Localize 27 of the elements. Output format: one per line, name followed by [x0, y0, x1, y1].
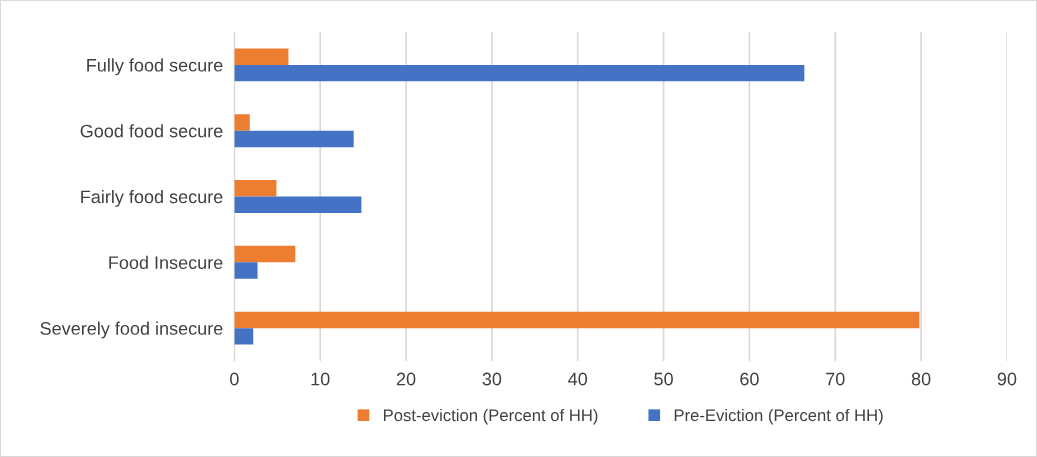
legend-label: Post-eviction (Percent of HH)	[383, 408, 598, 425]
x-tick-label: 20	[396, 372, 416, 386]
x-tick-label: 40	[568, 372, 588, 386]
x-tick-label: 50	[654, 372, 673, 386]
x-tick-label: 0	[230, 372, 239, 386]
x-tick-label: 10	[311, 372, 330, 386]
bar	[234, 130, 354, 148]
bar	[234, 245, 296, 263]
bar	[234, 196, 362, 213]
bar	[234, 64, 805, 82]
x-tick-label: 60	[740, 372, 759, 386]
bar	[234, 48, 289, 65]
legend-label: Pre-Eviction (Percent of HH)	[674, 408, 883, 425]
y-tick-label: Food Insecure	[109, 255, 223, 270]
x-tick-label: 30	[482, 372, 502, 386]
bar	[234, 114, 250, 131]
x-tick-label: 70	[826, 372, 845, 386]
y-tick-label: Fully food secure	[87, 58, 223, 76]
bar	[234, 180, 277, 197]
x-tick-label: 90	[997, 372, 1017, 386]
bar	[234, 311, 920, 329]
bar	[234, 262, 258, 279]
y-tick-label: Good food secure	[80, 124, 223, 138]
y-tick-label: Severely food insecure	[40, 321, 223, 339]
bar	[234, 328, 254, 345]
y-tick-label: Fairly food secure	[81, 189, 223, 207]
x-tick-label: 80	[911, 372, 931, 386]
